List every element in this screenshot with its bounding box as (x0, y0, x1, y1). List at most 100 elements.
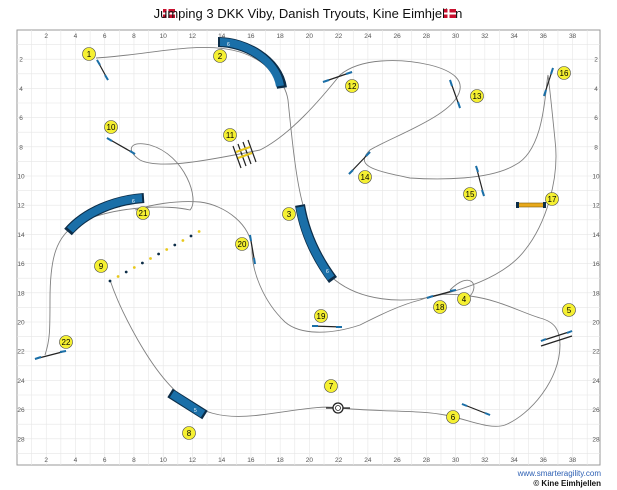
marker-22: 22 (59, 335, 73, 349)
jump-19 (311, 325, 343, 328)
y-tick-left: 16 (17, 261, 25, 268)
y-tick-right: 10 (592, 174, 600, 181)
y-tick-right: 4 (594, 86, 598, 93)
tunnel-2: 6 (217, 37, 287, 90)
tunnel-3-length: 6 (326, 269, 329, 275)
footer-copyright: © Kine Eimhjellen (533, 479, 601, 488)
marker-8-label: 8 (187, 429, 192, 438)
y-tick-right: 2 (594, 57, 598, 64)
y-tick-right: 14 (592, 232, 600, 239)
weave-pole (181, 239, 185, 242)
x-tick-bottom: 14 (218, 457, 226, 464)
marker-19-label: 19 (317, 312, 326, 321)
dog-path-2 (109, 201, 561, 427)
marker-11-label: 11 (226, 131, 235, 140)
marker-15-label: 15 (466, 190, 475, 199)
x-tick-top: 6 (103, 33, 107, 40)
marker-14-label: 14 (361, 173, 370, 182)
x-tick-top: 30 (452, 33, 460, 40)
x-tick-top: 38 (569, 33, 577, 40)
marker-22-label: 22 (62, 338, 71, 347)
marker-12: 12 (345, 79, 359, 93)
marker-18: 18 (433, 300, 447, 314)
x-tick-bottom: 22 (335, 457, 343, 464)
marker-20-label: 20 (238, 240, 247, 249)
y-tick-left: 26 (17, 407, 25, 414)
x-tick-top: 14 (218, 33, 226, 40)
jump-16 (543, 67, 554, 97)
marker-6-label: 6 (451, 413, 456, 422)
x-tick-bottom: 12 (189, 457, 197, 464)
x-tick-top: 16 (247, 33, 255, 40)
marker-5: 5 (562, 303, 576, 317)
y-tick-right: 6 (594, 115, 598, 122)
x-tick-bottom: 30 (452, 457, 460, 464)
weave-pole (189, 234, 193, 238)
marker-20: 20 (235, 237, 249, 251)
weave-9 (108, 230, 201, 283)
y-tick-left: 28 (17, 436, 25, 443)
jump-22 (34, 350, 67, 360)
x-tick-bottom: 28 (423, 457, 431, 464)
jump-13 (449, 79, 461, 109)
weave-pole (165, 248, 169, 251)
x-tick-bottom: 26 (394, 457, 402, 464)
obstacles: 6 6 (34, 37, 573, 420)
marker-16: 16 (557, 66, 571, 80)
x-tick-top: 18 (277, 33, 285, 40)
y-tick-left: 14 (17, 232, 25, 239)
x-tick-top: 4 (74, 33, 78, 40)
x-tick-top: 24 (364, 33, 372, 40)
marker-1: 1 (82, 47, 96, 61)
marker-19: 19 (314, 309, 328, 323)
marker-17: 17 (545, 192, 559, 206)
weave-pole (124, 270, 128, 274)
marker-13: 13 (470, 89, 484, 103)
tunnel-21-length: 6 (132, 199, 135, 205)
x-tick-bottom: 18 (277, 457, 285, 464)
weave-pole (157, 252, 161, 256)
y-tick-left: 10 (17, 174, 25, 181)
y-tick-left: 4 (19, 86, 23, 93)
marker-17-label: 17 (548, 195, 557, 204)
y-tick-left: 2 (19, 57, 23, 64)
x-tick-bottom: 6 (103, 457, 107, 464)
weave-pole (197, 230, 201, 233)
marker-2: 2 (213, 49, 227, 63)
danish-flag-left-icon (163, 9, 175, 18)
x-tick-bottom: 38 (569, 457, 577, 464)
marker-7: 7 (324, 379, 338, 393)
jump-15 (475, 165, 485, 197)
marker-5-label: 5 (567, 306, 572, 315)
x-tick-bottom: 8 (132, 457, 136, 464)
weave-pole (149, 257, 152, 260)
y-tick-right: 26 (592, 407, 600, 414)
y-tick-right: 28 (592, 436, 600, 443)
x-tick-top: 34 (510, 33, 518, 40)
marker-10: 10 (104, 120, 118, 134)
x-tick-top: 28 (423, 33, 431, 40)
weave-pole (141, 261, 144, 265)
y-tick-right: 20 (592, 320, 600, 327)
marker-9: 9 (94, 259, 108, 273)
weave-pole (116, 275, 120, 278)
marker-4-label: 4 (462, 295, 467, 304)
x-tick-bottom: 16 (247, 457, 255, 464)
x-tick-bottom: 36 (540, 457, 548, 464)
y-tick-left: 18 (17, 290, 25, 297)
x-tick-top: 12 (189, 33, 197, 40)
title-bar: Jumping 3 DKK Viby, Danish Tryouts, Kine… (154, 6, 463, 21)
marker-1-label: 1 (87, 50, 92, 59)
y-tick-left: 12 (17, 203, 25, 210)
weave-pole (173, 243, 177, 247)
jump-14 (348, 151, 371, 175)
jump-12 (322, 71, 353, 83)
y-tick-left: 20 (17, 320, 25, 327)
y-tick-left: 24 (17, 378, 25, 385)
footer-site[interactable]: www.smarteragility.com (517, 469, 602, 478)
x-tick-top: 20 (306, 33, 314, 40)
jump-6 (461, 403, 491, 416)
y-tick-left: 22 (17, 349, 25, 356)
